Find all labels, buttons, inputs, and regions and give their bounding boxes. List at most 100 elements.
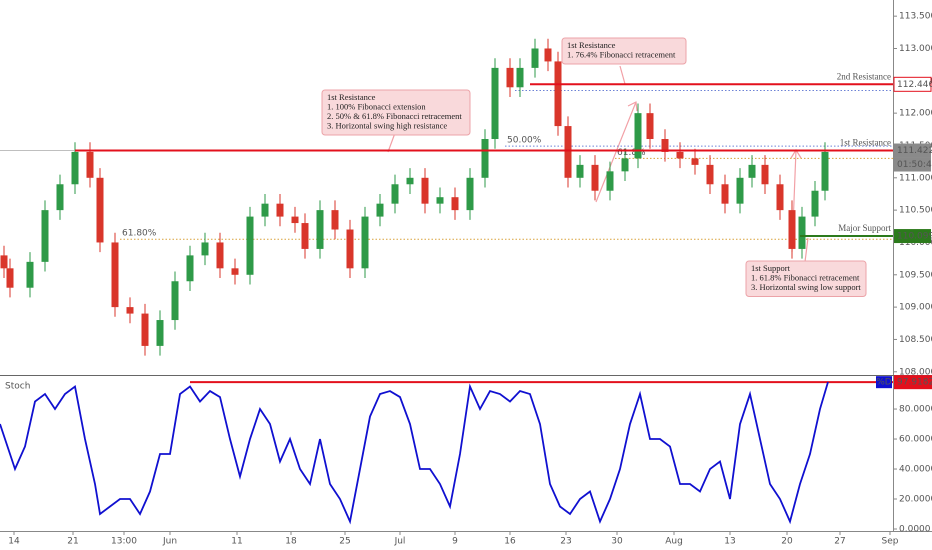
value-label-box (894, 375, 932, 390)
annotation-text: 2. 50% & 61.8% Fibonacci retracement (327, 111, 462, 121)
candle-body (646, 113, 654, 140)
legend-label: %D (876, 378, 892, 388)
y-tick-label: 108.500 (899, 335, 932, 345)
x-tick-label: Jul (394, 537, 406, 547)
candle-body (391, 184, 399, 204)
fib-label: 61.80% (122, 229, 157, 239)
y-tick-label: 80.0000 (899, 405, 932, 415)
candle-body (436, 197, 444, 204)
candle-body (576, 164, 584, 178)
candle-body (56, 184, 64, 211)
level-name: 2nd Resistance (837, 71, 891, 81)
x-tick-label: 11 (231, 537, 242, 547)
annotation-box (321, 89, 471, 136)
candle-body (346, 229, 354, 269)
arrow (595, 101, 638, 203)
candle-body (798, 216, 806, 249)
candle-body (706, 164, 714, 185)
level-name: 1st Resistance (840, 138, 891, 148)
candle-body (821, 151, 829, 191)
candle-body (554, 61, 562, 127)
pointer (619, 65, 626, 85)
candle-body (406, 177, 414, 185)
annotation-box (745, 260, 867, 297)
y-tick-label: 0.0000 (899, 525, 931, 535)
candle-body (676, 151, 684, 159)
candle-body (96, 177, 104, 243)
annotation-text: 3. Horizontal swing high resistance (327, 120, 447, 130)
candle-body (126, 307, 134, 314)
candle-body (776, 184, 784, 211)
x-tick-label: 9 (452, 537, 458, 547)
price-label: 112.446 (897, 80, 932, 90)
annotation-text: 1st Resistance (327, 92, 376, 102)
candle-body (246, 216, 254, 275)
candle-body (41, 210, 49, 262)
x-tick-label: 14 (8, 537, 20, 547)
x-tick-label: 13:00 (111, 537, 137, 547)
candle-body (6, 268, 14, 288)
candle-body (276, 203, 284, 217)
y-tick-label: 110.500 (899, 206, 932, 216)
value-label: 97.9182 (897, 378, 932, 388)
candle-body (761, 164, 769, 185)
price-label-box (893, 76, 932, 92)
candle-body (748, 164, 756, 178)
candle-body (634, 113, 642, 159)
candle-body (231, 268, 239, 275)
price-label: 110.099 (897, 232, 932, 242)
stoch-line (0, 381, 829, 525)
candle-body (544, 48, 552, 62)
candle-body (491, 67, 499, 140)
y-tick-label: 40.0000 (899, 465, 932, 475)
y-tick-label: 60.0000 (899, 435, 932, 445)
x-tick-label: Jun (162, 537, 177, 547)
candle-body (301, 223, 309, 249)
x-tick-label: 16 (504, 537, 516, 547)
annotation-text: 1. 61.8% Fibonacci retracement (751, 272, 860, 282)
candle-body (86, 151, 94, 178)
x-tick-label: 30 (611, 537, 623, 547)
candle-body (788, 210, 796, 249)
candle-body (421, 177, 429, 204)
candle-body (591, 164, 599, 191)
y-tick-label: 113.500 (899, 12, 932, 22)
candle-body (316, 210, 324, 249)
candle-body (71, 151, 79, 185)
x-tick-label: 13 (724, 537, 735, 547)
candle-body (466, 177, 474, 211)
x-tick-label: Sep (882, 537, 899, 547)
candle-body (516, 67, 524, 88)
level-name: Major Support (838, 223, 891, 233)
candle-body (811, 190, 819, 217)
annotation-text: 1. 100% Fibonacci extension (327, 101, 426, 111)
annotation-text: 1st Support (751, 263, 791, 273)
candle-body (661, 139, 669, 152)
candle-body (691, 158, 699, 165)
candle-body (216, 242, 224, 269)
candle-body (621, 158, 629, 172)
x-tick-label: 20 (781, 537, 793, 547)
candle-body (451, 197, 459, 211)
y-tick-label: 109.500 (899, 270, 932, 280)
countdown: 01:50:48 (897, 160, 932, 170)
candle-body (606, 171, 614, 191)
candle-body (564, 126, 572, 178)
x-tick-label: 27 (834, 537, 845, 547)
price-label-box (894, 229, 931, 244)
y-tick-label: 108.000 (899, 367, 932, 377)
candle-body (291, 216, 299, 224)
candle-body (361, 216, 369, 269)
candle-body (141, 313, 149, 346)
candle-body (201, 242, 209, 256)
price-label: 111.422 (897, 146, 932, 156)
y-tick-label: 112.000 (899, 109, 932, 119)
y-tick-label: 20.0000 (899, 495, 932, 505)
legend-box (876, 376, 892, 389)
candle-body (376, 203, 384, 217)
annotation-text: 1. 76.4% Fibonacci retracement (567, 49, 676, 59)
candle-body (186, 255, 194, 282)
